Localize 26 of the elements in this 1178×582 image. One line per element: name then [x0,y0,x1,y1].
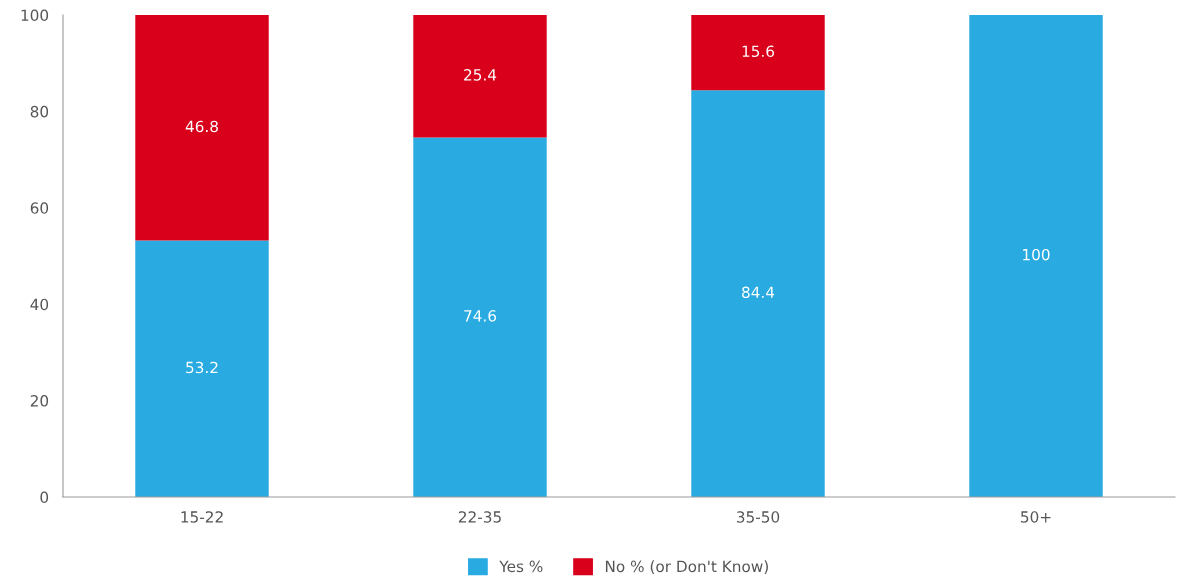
data-label: 84.4 [742,286,775,299]
bar [135,15,269,241]
x-tick-label: 15-22 [181,511,223,523]
bar [691,15,825,91]
data-label: 74.6 [464,310,497,322]
legend-label: No % (or Don't Know) [605,560,768,574]
bar [135,240,269,497]
bar [691,90,825,497]
data-label: 53.2 [186,361,218,374]
x-tick-label: 22-35 [458,511,501,523]
bar [413,15,547,138]
bar [413,137,547,497]
x-tick-label: 50+ [1021,511,1051,523]
y-tick-label: 40 [30,298,49,311]
data-label: 46.8 [185,120,218,133]
y-tick-label: 80 [30,105,49,118]
x-tick-label: 35-50 [736,511,780,523]
data-label: 100 [1023,248,1050,261]
bar [969,15,1103,497]
y-tick-label: 20 [30,395,49,407]
legend-label: Yes % [499,560,543,573]
data-label: 25.4 [464,69,497,81]
data-label: 15.6 [742,45,775,58]
y-tick-label: 60 [30,202,49,214]
y-tick-label: 0 [40,491,49,504]
y-tick-label: 100 [21,9,49,22]
